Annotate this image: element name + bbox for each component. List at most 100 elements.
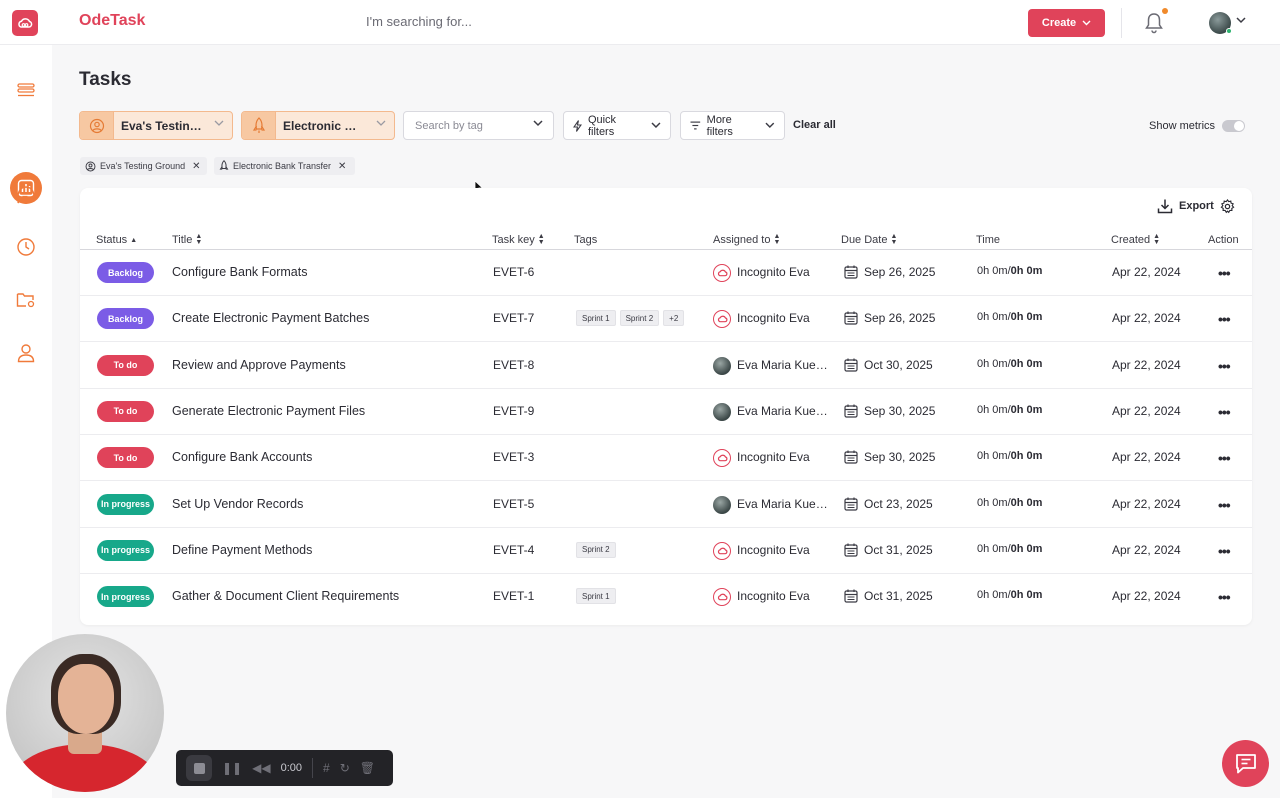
time-tracked: 0h 0m/0h 0m	[977, 265, 1042, 277]
time-estimated: 0h 0m	[1010, 265, 1043, 277]
more-actions-icon[interactable]: •••	[1218, 589, 1231, 606]
status-badge[interactable]: In progress	[97, 586, 154, 608]
table-row[interactable]: In progress Set Up Vendor Records EVET-5 Ev…	[80, 482, 1252, 528]
stop-recording-button[interactable]	[186, 755, 212, 781]
table-row[interactable]: To do Generate Electronic Payment Files EV…	[80, 389, 1252, 435]
column-header-status[interactable]: Status ▲	[96, 234, 137, 246]
due-date[interactable]: Sep 26, 2025	[864, 311, 936, 326]
task-title[interactable]: Configure Bank Accounts	[172, 450, 313, 465]
status-badge[interactable]: In progress	[97, 539, 154, 561]
tag-pill[interactable]: Sprint 1	[576, 588, 616, 605]
column-header-assigned-to[interactable]: Assigned to ▲ ▼	[713, 233, 780, 246]
app-logo-icon[interactable]	[12, 10, 38, 36]
restart-icon[interactable]: ↻	[339, 761, 350, 775]
global-search-input[interactable]: I'm searching for...	[366, 14, 472, 29]
task-title[interactable]: Set Up Vendor Records	[172, 496, 304, 511]
task-key: EVET-1	[493, 589, 535, 604]
more-actions-icon[interactable]: •••	[1218, 357, 1231, 374]
task-title[interactable]: Define Payment Methods	[172, 542, 313, 557]
user-avatar[interactable]	[1209, 12, 1231, 34]
quick-filters-button[interactable]: Quick filters	[563, 111, 671, 140]
gear-icon[interactable]	[1220, 199, 1235, 214]
user-icon[interactable]	[14, 341, 38, 365]
column-header-created[interactable]: Created ▲ ▼	[1111, 233, 1160, 246]
clear-all-link[interactable]: Clear all	[793, 119, 836, 131]
close-icon[interactable]: ✕	[338, 160, 347, 172]
more-actions-icon[interactable]: •••	[1218, 542, 1231, 559]
more-actions-icon[interactable]: •••	[1218, 265, 1231, 281]
due-date[interactable]: Oct 31, 2025	[864, 542, 933, 557]
status-badge[interactable]: Backlog	[97, 308, 154, 330]
tag-pill[interactable]: Sprint 2	[619, 310, 660, 327]
chat-support-button[interactable]	[1222, 740, 1269, 787]
task-title[interactable]: Review and Approve Payments	[172, 357, 346, 372]
clock-icon[interactable]	[14, 235, 38, 259]
time-logged: 0h 0m/	[977, 450, 1011, 463]
table-row[interactable]: In progress Define Payment Methods EVET-4 S…	[80, 528, 1252, 574]
calendar-icon	[844, 497, 858, 516]
menu-list-icon[interactable]	[14, 78, 38, 102]
due-date[interactable]: Oct 23, 2025	[864, 496, 933, 511]
task-tags: Sprint 1 Sprint 2 +2	[576, 310, 685, 327]
rocket-icon	[219, 160, 229, 170]
more-actions-icon[interactable]: •••	[1218, 496, 1231, 513]
status-badge[interactable]: To do	[97, 400, 154, 422]
tag-pill[interactable]: Sprint 2	[576, 541, 616, 558]
tag-search-input[interactable]: Search by tag	[403, 111, 554, 140]
brand-name[interactable]: OdeTask	[79, 12, 146, 29]
grid-icon[interactable]: #	[323, 761, 330, 775]
column-header-due-date[interactable]: Due Date ▲ ▼	[841, 233, 897, 246]
tag-pill[interactable]: Sprint 1	[576, 310, 616, 327]
chevron-down-icon[interactable]	[1236, 17, 1246, 24]
close-icon[interactable]: ✕	[192, 160, 201, 172]
calendar-icon	[844, 543, 858, 562]
trash-icon[interactable]: 🗑	[359, 761, 375, 775]
more-actions-icon[interactable]: •••	[1218, 403, 1231, 420]
dashboard-chart-icon[interactable]	[10, 172, 42, 204]
table-row[interactable]: In progress Gather & Document Client Requ…	[80, 574, 1252, 620]
tag-pill[interactable]: +2	[663, 310, 685, 327]
column-header-task-key[interactable]: Task key ▲ ▼	[492, 233, 545, 246]
table-row[interactable]: Backlog Create Electronic Payment Batches…	[80, 296, 1252, 343]
column-header-title[interactable]: Title ▲ ▼	[172, 233, 202, 246]
table-row[interactable]: Backlog Configure Bank Formats EVET-6 Incog…	[80, 250, 1252, 296]
rewind-icon[interactable]: ◀◀	[252, 761, 271, 775]
due-date[interactable]: Oct 31, 2025	[864, 589, 933, 604]
task-title[interactable]: Configure Bank Formats	[172, 265, 308, 279]
filter-chip: Electronic Bank Transfer ✕	[214, 157, 355, 175]
due-date[interactable]: Sep 30, 2025	[864, 403, 936, 418]
more-filters-button[interactable]: More filters	[680, 111, 785, 140]
status-badge[interactable]: To do	[97, 354, 154, 376]
due-date[interactable]: Oct 30, 2025	[864, 357, 933, 372]
task-title[interactable]: Create Electronic Payment Batches	[172, 311, 370, 326]
chat-icon[interactable]	[14, 183, 38, 207]
status-badge[interactable]: To do	[97, 447, 154, 469]
task-title[interactable]: Generate Electronic Payment Files	[172, 403, 366, 418]
create-button[interactable]: Create	[1028, 9, 1105, 37]
column-label: Due Date	[841, 234, 888, 246]
column-label: Time	[976, 234, 1001, 246]
task-key: EVET-7	[493, 311, 535, 326]
folder-settings-icon[interactable]	[14, 288, 38, 312]
organization-filter[interactable]: Eva's Testing Ground	[79, 111, 233, 140]
due-date[interactable]: Sep 26, 2025	[864, 265, 936, 279]
assignee-name: Eva Maria Kuehn...	[737, 403, 833, 418]
bell-icon[interactable]	[1144, 12, 1164, 34]
export-button[interactable]: Export	[1157, 198, 1214, 214]
table-row[interactable]: To do Configure Bank Accounts EVET-3 Incogn…	[80, 435, 1252, 482]
table-row[interactable]: To do Review and Approve Payments EVET-8 Ev…	[80, 343, 1252, 389]
status-badge[interactable]: Backlog	[97, 262, 154, 283]
assignee-avatar	[713, 356, 731, 375]
task-title[interactable]: Gather & Document Client Requirements	[172, 589, 400, 604]
project-filter[interactable]: Electronic Bank Transfer	[241, 111, 395, 140]
pause-icon[interactable]: ❚❚	[222, 761, 243, 775]
chevron-down-icon	[533, 120, 543, 127]
more-actions-icon[interactable]: •••	[1218, 311, 1231, 328]
task-key: EVET-5	[493, 496, 535, 511]
show-metrics-toggle[interactable]	[1222, 120, 1245, 132]
more-actions-icon[interactable]: •••	[1218, 450, 1231, 467]
due-date[interactable]: Sep 30, 2025	[864, 450, 936, 465]
status-badge[interactable]: In progress	[97, 493, 154, 515]
download-icon	[1157, 199, 1173, 214]
tasks-table-card	[80, 188, 1252, 625]
